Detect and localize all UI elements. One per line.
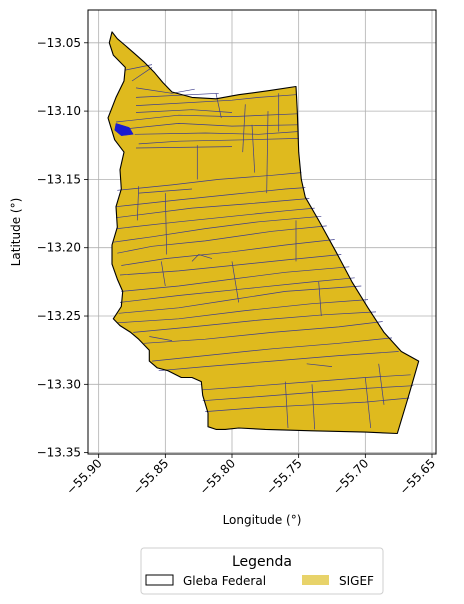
x-axis-label: Longitude (°) [223,513,302,527]
y-axis-label: Latitude (°) [9,198,23,267]
parcel-boundary-45 [378,363,385,405]
legend-title: Legenda [232,554,292,570]
y-tick-label-2: −13.15 [37,172,81,186]
legend-label-gleba-federal: Gleba Federal [183,574,266,588]
parcel-boundary-36 [251,124,256,173]
parcel-boundary-34 [215,93,222,118]
parcel-boundary-35 [242,104,246,153]
parcel-boundary-9 [138,138,299,145]
parcel-boundary-6 [115,113,298,123]
parcel-boundary-4 [135,94,297,106]
parcel-boundary-21 [119,277,355,303]
x-tick-label-3: −55.75 [263,456,304,497]
parcel-boundary-48 [149,336,173,341]
y-tick-label-6: −13.35 [37,446,81,460]
parcel-boundary-5 [135,109,233,113]
legend-swatch-sigef [302,575,329,585]
y-tick-label-0: −13.05 [37,36,81,50]
parcel-boundary-42 [284,381,289,429]
y-tick-label-5: −13.30 [37,377,81,391]
y-tick-label-1: −13.10 [37,104,81,118]
parcel-boundary-32 [164,193,168,255]
parcel-boundary-43 [311,384,316,430]
parcel-boundary-10 [135,146,233,149]
x-tick-label-5: −55.65 [397,456,438,497]
parcel-boundary-46 [160,261,166,287]
parcel-boundary-27 [158,351,399,372]
parcel-boundary-8 [134,131,298,135]
x-tick-label-0: −55.90 [63,456,104,497]
x-tick-label-2: −55.80 [197,456,238,497]
parcel-boundary-23 [117,299,369,324]
x-tick-label-1: −55.85 [130,456,171,497]
parcel-boundary-7 [125,123,298,130]
y-tick-label-3: −13.20 [37,241,81,255]
parcel-boundary-2 [135,87,195,94]
parcel-boundary-13 [115,187,306,208]
legend-label-sigef: SIGEF [339,574,374,588]
parcel-boundary-19 [119,254,342,276]
parcel-boundary-47 [191,254,213,262]
parcel-boundary-29 [202,385,414,402]
parcel-boundary-16 [113,215,322,243]
parcel-boundary-31 [136,186,140,221]
parcel-boundary-39 [231,261,240,303]
x-tick-label-4: −55.70 [330,456,371,497]
parcel-boundary-12 [138,188,193,194]
parcel-boundary-22 [118,285,362,314]
highlighted-parcel [114,123,134,136]
x-axis: −55.90 −55.85 −55.80 −55.75 −55.70 −55.65 [63,454,438,498]
parcel-boundary-1 [131,67,153,82]
parcel-boundary-26 [151,337,393,362]
parcel-boundary-15 [117,207,315,229]
parcel-boundary-44 [364,377,372,429]
map-layer [107,31,420,435]
parcel-boundary-49 [306,363,333,367]
parcel-boundary-18 [121,239,335,266]
parcel-boundary-25 [143,321,383,344]
gleba-federal-boundary [107,31,420,435]
parcel-boundary-24 [133,311,377,333]
legend: Legenda Gleba Federal SIGEF [140,547,384,595]
parcel-boundary-11 [117,172,302,191]
parcel-boundary-30 [205,397,410,412]
parcel-boundary-37 [266,111,269,194]
parcel-boundary-14 [115,198,310,219]
parcel-boundary-20 [121,266,350,292]
parcel-boundary-41 [318,281,322,317]
plot-frame [87,9,437,455]
y-axis: −13.05 −13.10 −13.15 −13.20 −13.25 −13.30 −13.… [37,36,88,460]
y-tick-label-4: −13.25 [37,309,81,323]
parcel-boundary-17 [117,225,327,254]
legend-swatch-gleba-federal [145,574,174,586]
parcel-boundary-3 [135,92,219,98]
